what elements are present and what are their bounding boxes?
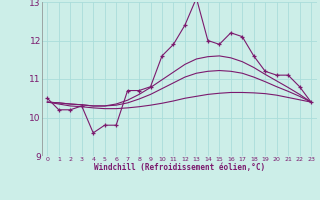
- X-axis label: Windchill (Refroidissement éolien,°C): Windchill (Refroidissement éolien,°C): [94, 163, 265, 172]
